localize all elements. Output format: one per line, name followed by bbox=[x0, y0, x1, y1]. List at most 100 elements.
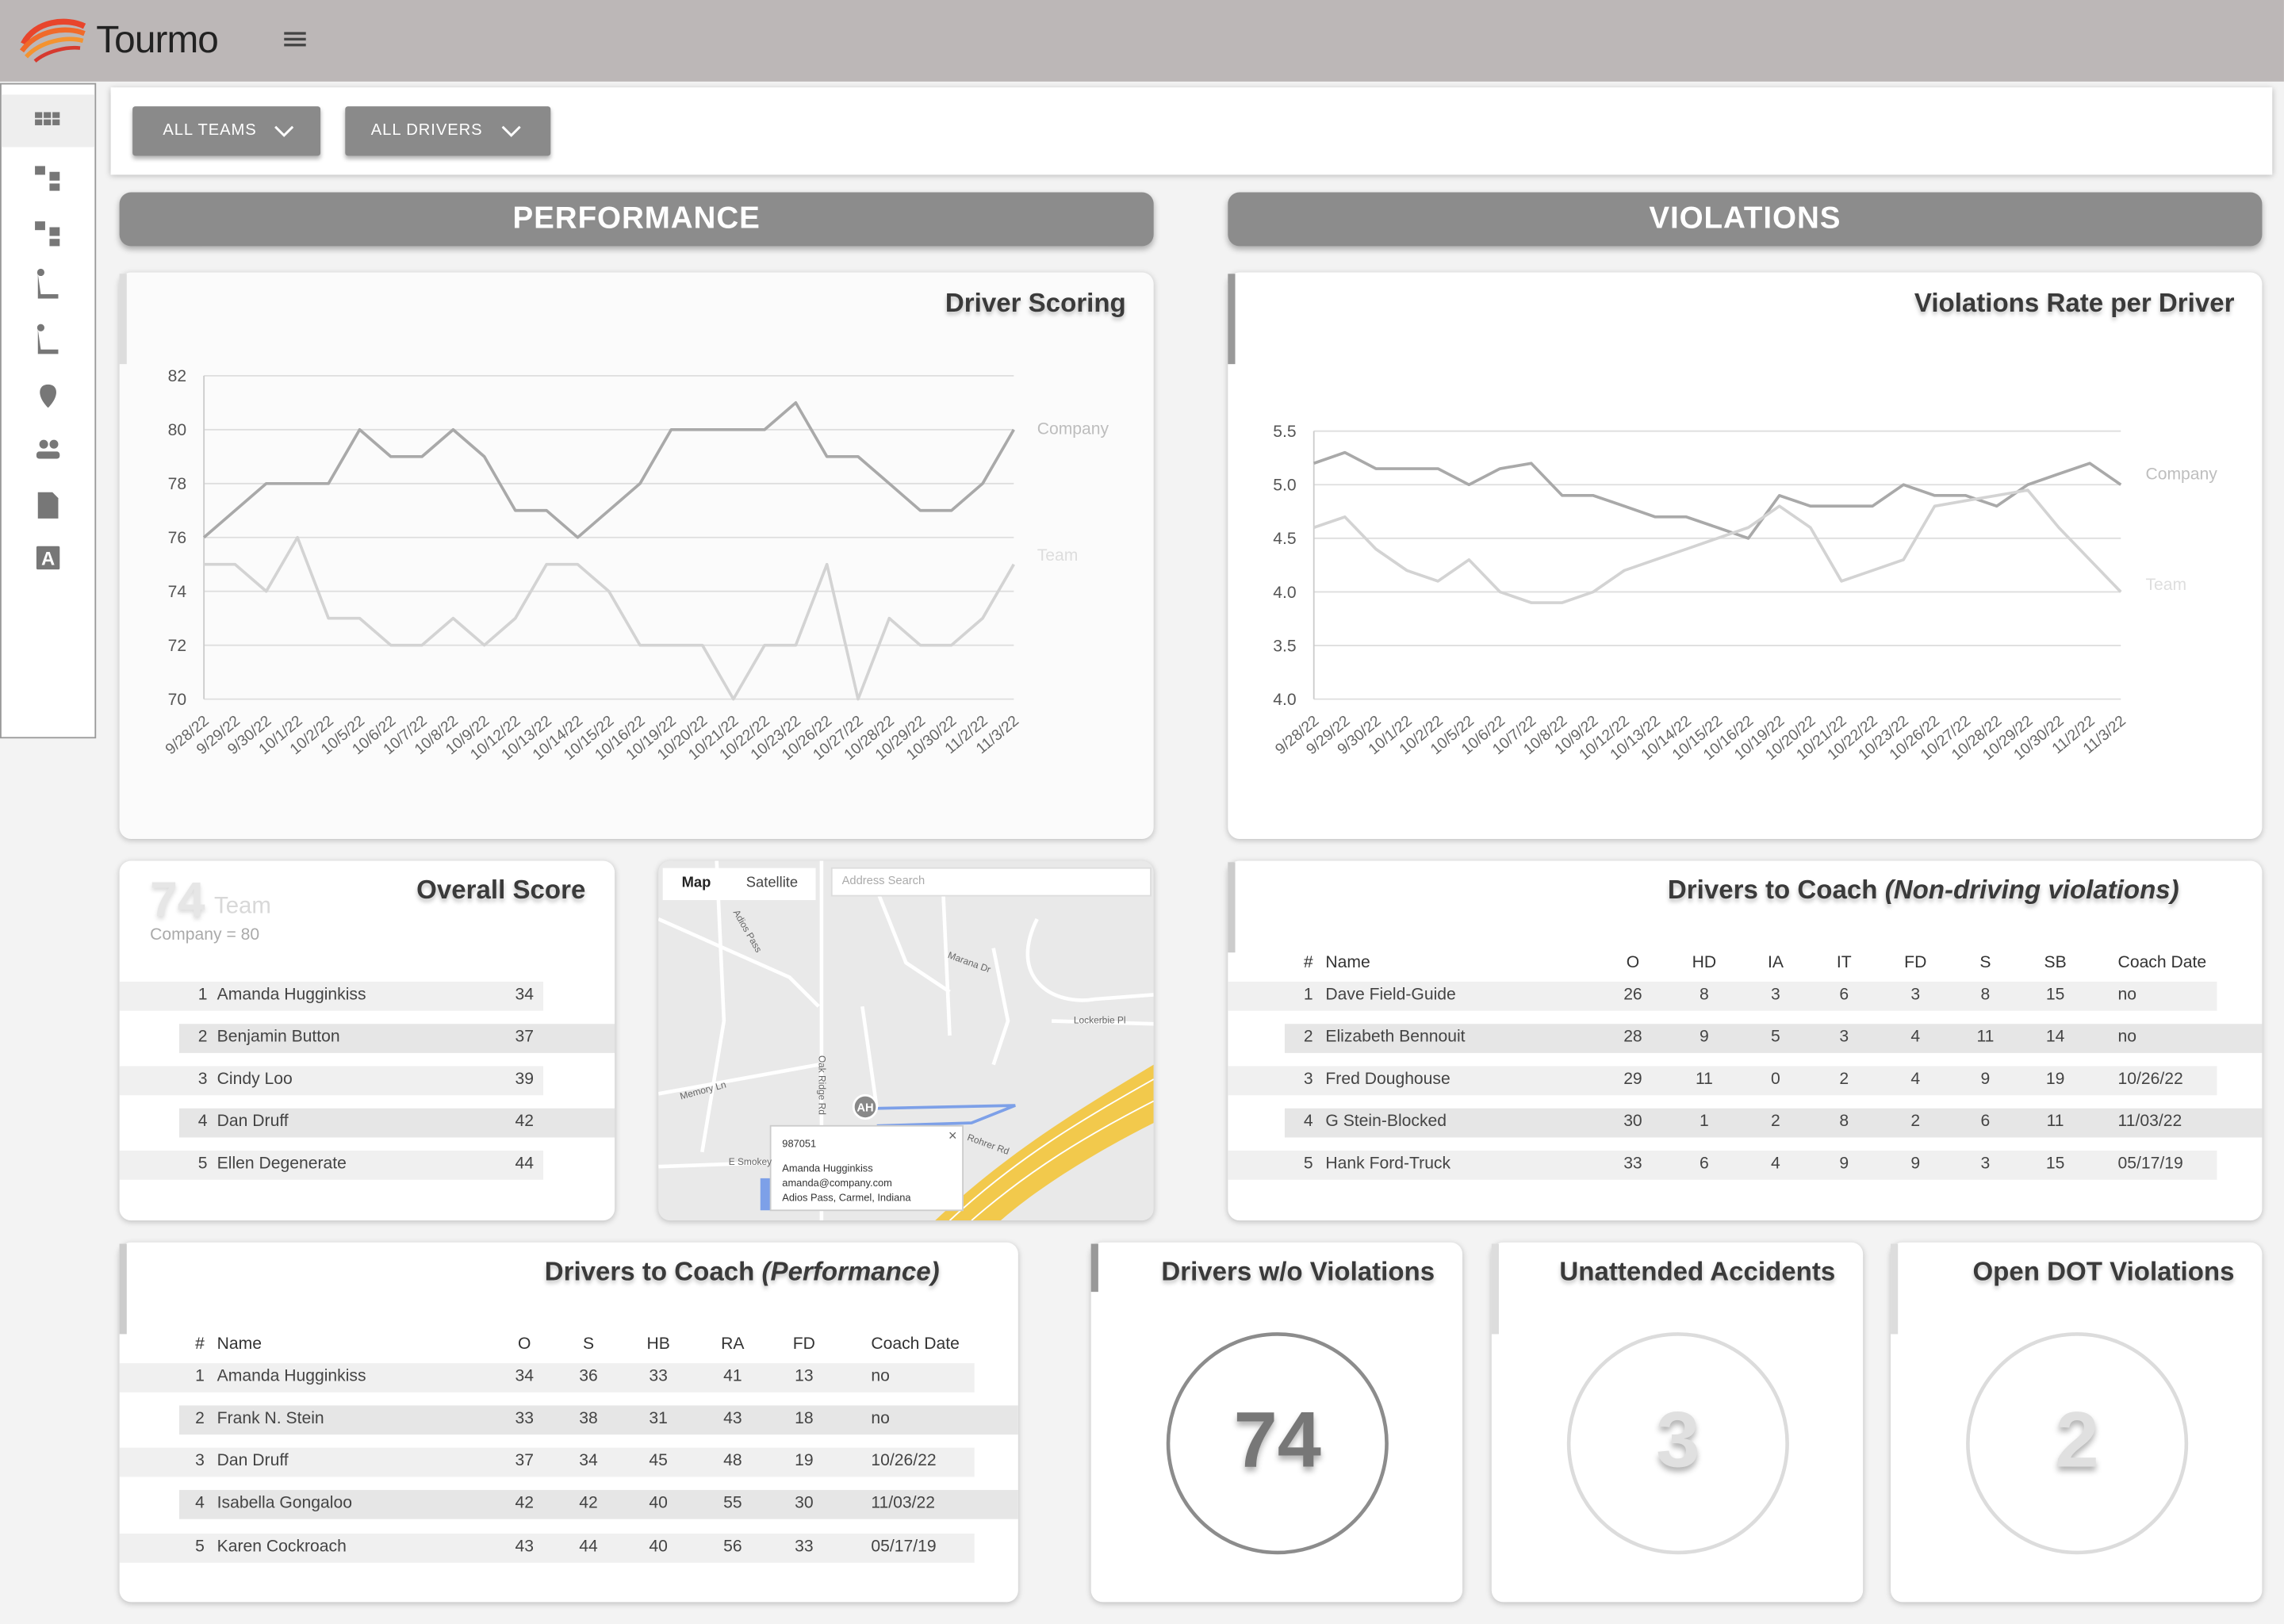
table-cell: 41 bbox=[723, 1368, 742, 1386]
score: 37 bbox=[515, 1028, 534, 1047]
row-stripe bbox=[1228, 981, 2217, 1011]
table-cell: 3 bbox=[195, 1452, 205, 1470]
table-cell: 18 bbox=[795, 1410, 814, 1428]
driver-name: Elizabeth Bennouit bbox=[1325, 1028, 1466, 1047]
table-cell: 4 bbox=[1771, 1155, 1780, 1174]
street-label: Rohrer Rd bbox=[965, 1132, 1010, 1158]
popup-email: amanda@company.com bbox=[782, 1178, 892, 1189]
table-cell: 3 bbox=[1910, 986, 1921, 1004]
table-cell: 14 bbox=[2045, 1028, 2065, 1047]
row-stripe bbox=[1284, 1024, 2263, 1053]
map-tab[interactable]: Map bbox=[681, 875, 711, 892]
table-cell: 4 bbox=[1910, 1071, 1921, 1089]
table-cell: 45 bbox=[649, 1452, 668, 1470]
table-cell: 9 bbox=[1700, 1028, 1709, 1047]
row-stripe bbox=[178, 1024, 615, 1053]
table-cell: 05/17/19 bbox=[2117, 1155, 2183, 1174]
column-header: S bbox=[1979, 954, 1991, 972]
table-cell: 33 bbox=[1623, 1155, 1642, 1174]
table-cell: 5 bbox=[1303, 1155, 1313, 1174]
table-cell: 34 bbox=[579, 1452, 598, 1470]
table-cell: 29 bbox=[1623, 1071, 1642, 1089]
table-cell: 0 bbox=[1771, 1071, 1780, 1089]
table-cell: 9 bbox=[1910, 1155, 1921, 1174]
row-stripe bbox=[178, 1405, 1018, 1435]
svg-text:A: A bbox=[41, 549, 55, 570]
row-stripe bbox=[119, 1066, 544, 1096]
driver-name: Amanda Hugginkiss bbox=[217, 1368, 366, 1386]
column-header: FD bbox=[1904, 954, 1927, 972]
map-tab[interactable]: Satellite bbox=[745, 875, 799, 892]
table-cell: 2 bbox=[1910, 1113, 1921, 1131]
nav-icon[interactable] bbox=[35, 112, 43, 118]
table-cell: 40 bbox=[649, 1494, 668, 1512]
table-cell: 44 bbox=[579, 1538, 598, 1557]
table-cell: 48 bbox=[723, 1452, 742, 1470]
card-accent bbox=[1491, 1243, 1499, 1335]
section-title: VIOLATIONS bbox=[1649, 201, 1841, 236]
row-stripe bbox=[119, 1150, 544, 1180]
card-accent bbox=[119, 1243, 127, 1335]
rank: 2 bbox=[197, 1028, 208, 1047]
column-header: IA bbox=[1767, 954, 1784, 972]
street-label: Marana Dr bbox=[946, 950, 992, 976]
address-search[interactable]: Address Search bbox=[841, 874, 925, 887]
table-cell: 15 bbox=[2045, 986, 2065, 1004]
filter-label[interactable]: ALL TEAMS bbox=[163, 121, 257, 140]
card-accent bbox=[1090, 1243, 1098, 1293]
table-cell: 10/26/22 bbox=[2117, 1071, 2183, 1089]
street-label: Lockerbie Pl bbox=[1073, 1016, 1126, 1027]
table-cell: 3 bbox=[1980, 1155, 1991, 1174]
kpi-title: Unattended Accidents bbox=[1559, 1257, 1836, 1286]
table-cell: 33 bbox=[795, 1538, 814, 1557]
card-accent bbox=[119, 274, 127, 365]
table-cell: 43 bbox=[723, 1410, 742, 1428]
rank: 4 bbox=[197, 1113, 208, 1131]
table-cell: 43 bbox=[515, 1538, 534, 1557]
rank: 3 bbox=[197, 1071, 208, 1089]
table-cell: 8 bbox=[1980, 986, 1991, 1004]
table-cell: 40 bbox=[649, 1538, 668, 1557]
table-cell: 11 bbox=[2046, 1113, 2064, 1131]
kpi-title: Drivers w/o Violations bbox=[1161, 1257, 1435, 1286]
table-cell: 8 bbox=[1839, 1113, 1849, 1131]
table-cell: 33 bbox=[649, 1368, 668, 1386]
table-cell: 9 bbox=[1839, 1155, 1849, 1174]
svg-text:×: × bbox=[948, 1127, 957, 1143]
table-cell: 2 bbox=[1771, 1113, 1780, 1131]
company-score: Company = 80 bbox=[150, 926, 260, 944]
kpi-value: 3 bbox=[1656, 1396, 1700, 1484]
table-cell: 1 bbox=[195, 1368, 205, 1386]
table-cell: 5 bbox=[195, 1538, 205, 1557]
card-title: Drivers to Coach (Performance) bbox=[545, 1258, 940, 1285]
table-cell: 6 bbox=[1700, 1155, 1709, 1174]
column-header: IT bbox=[1836, 954, 1852, 972]
marker-initials: AH bbox=[856, 1101, 874, 1115]
column-header: SB bbox=[2044, 954, 2067, 972]
table-cell: 13 bbox=[795, 1368, 814, 1386]
brand-name: Tourmo bbox=[96, 17, 219, 62]
table-cell: 37 bbox=[515, 1452, 534, 1470]
table-cell: no bbox=[2117, 1028, 2137, 1047]
table-cell: 11 bbox=[1695, 1071, 1713, 1089]
menu-button[interactable] bbox=[284, 31, 307, 48]
table-cell: 42 bbox=[579, 1494, 598, 1512]
column-header: S bbox=[582, 1335, 595, 1354]
score: 39 bbox=[515, 1071, 534, 1089]
table-cell: 8 bbox=[1700, 986, 1709, 1004]
rank: 1 bbox=[197, 986, 208, 1004]
table-cell: 3 bbox=[1839, 1028, 1849, 1047]
score: 44 bbox=[515, 1155, 534, 1174]
driver-name: G Stein-Blocked bbox=[1325, 1113, 1447, 1131]
card-accent bbox=[1228, 274, 1236, 365]
sidebar-icons: A bbox=[35, 112, 60, 570]
driver-name: Hank Ford-Truck bbox=[1325, 1155, 1451, 1174]
filter-label[interactable]: ALL DRIVERS bbox=[370, 121, 483, 140]
score: 42 bbox=[515, 1113, 534, 1131]
map-roads: × bbox=[658, 860, 1154, 1221]
dropdown-chevron bbox=[501, 125, 521, 137]
table-cell: 33 bbox=[515, 1410, 534, 1428]
column-header: Coach Date bbox=[871, 1335, 960, 1354]
card-title: Drivers to Coach (Non-driving violations… bbox=[1668, 877, 2179, 903]
kpi-value: 2 bbox=[2055, 1396, 2099, 1484]
